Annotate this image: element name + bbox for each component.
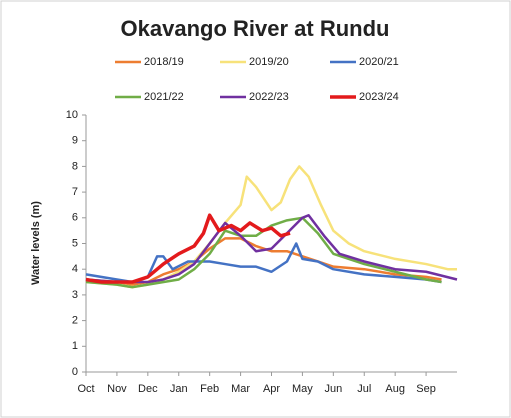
y-tick-label: 2 <box>72 315 78 327</box>
legend-label: 2019/20 <box>249 56 289 68</box>
x-tick-label: May <box>292 383 313 395</box>
y-tick-label: 4 <box>72 263 78 275</box>
x-tick-label: Aug <box>385 383 405 395</box>
y-tick-label: 8 <box>72 160 78 172</box>
y-tick-label: 9 <box>72 135 78 147</box>
x-tick-label: Sep <box>416 383 436 395</box>
x-tick-label: Apr <box>263 383 280 395</box>
chart-title: Okavango River at Rundu <box>121 16 390 41</box>
legend-label: 2022/23 <box>249 91 289 103</box>
legend-label: 2020/21 <box>359 56 399 68</box>
legend-label: 2023/24 <box>359 91 399 103</box>
x-tick-label: Mar <box>231 383 250 395</box>
y-tick-label: 10 <box>66 109 78 121</box>
series-line <box>85 213 291 284</box>
y-tick-label: 0 <box>72 366 78 378</box>
y-tick-label: 1 <box>72 340 78 352</box>
x-tick-label: Nov <box>107 383 127 395</box>
y-axis-label: Water levels (m) <box>30 201 42 285</box>
x-tick-label: Feb <box>200 383 219 395</box>
y-tick-label: 5 <box>72 237 78 249</box>
y-tick-label: 3 <box>72 289 78 301</box>
series-line <box>85 216 442 289</box>
x-tick-label: Dec <box>138 383 158 395</box>
series-line <box>85 213 458 284</box>
legend-label: 2018/19 <box>144 56 184 68</box>
y-tick-label: 7 <box>72 186 78 198</box>
series-line <box>85 242 442 284</box>
x-tick-label: Jul <box>357 383 371 395</box>
x-tick-label: Jun <box>324 383 342 395</box>
x-tick-label: Jan <box>170 383 188 395</box>
legend-label: 2021/22 <box>144 91 184 103</box>
x-tick-label: Oct <box>77 383 94 395</box>
y-tick-label: 6 <box>72 212 78 224</box>
